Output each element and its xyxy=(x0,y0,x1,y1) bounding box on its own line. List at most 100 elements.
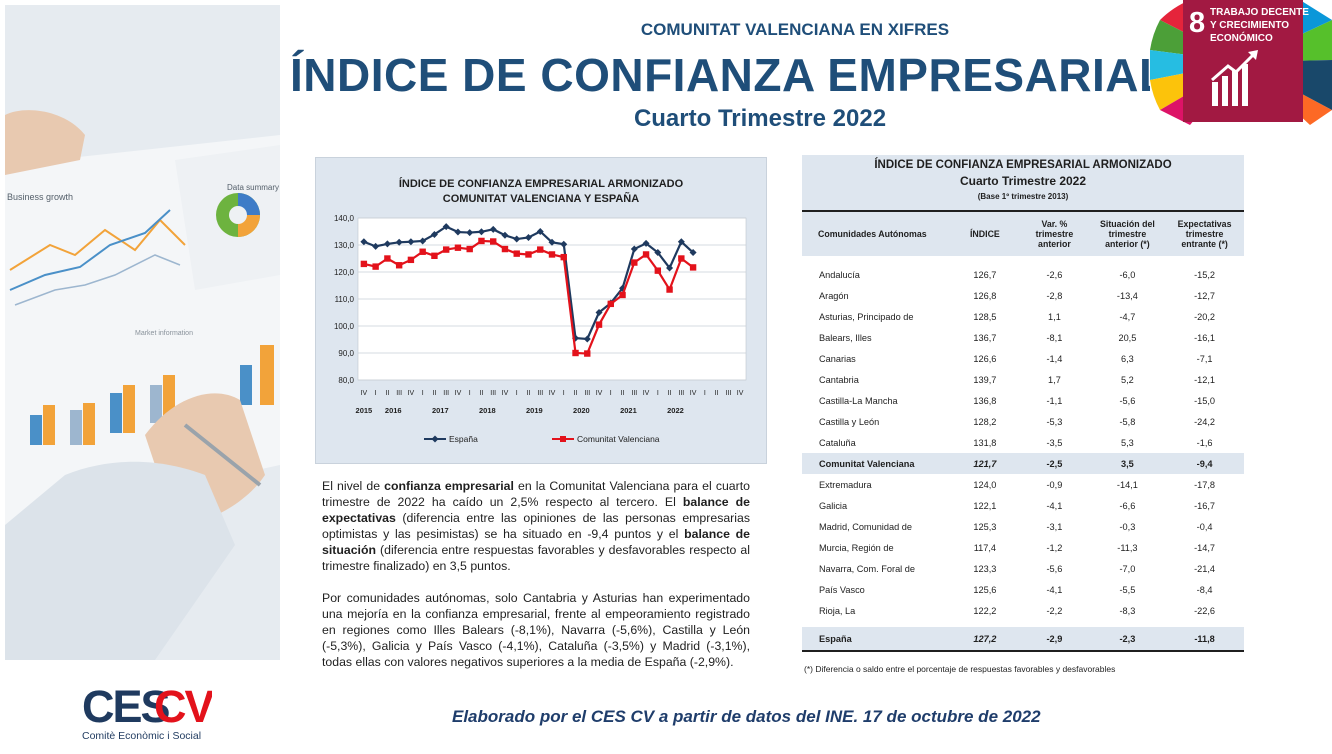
point-espana xyxy=(419,237,427,245)
expectations-cell: -8,4 xyxy=(1196,584,1213,595)
expectations-cell: -0,4 xyxy=(1196,521,1213,532)
x-tick-label: II xyxy=(527,390,531,397)
region-cell: Extremadura xyxy=(819,479,872,490)
x-tick-label: II xyxy=(715,390,719,397)
situation-cell: 20,5 xyxy=(1118,332,1137,343)
point-cv xyxy=(513,250,520,257)
x-tick-label: I xyxy=(422,390,424,397)
year-label: 2015 xyxy=(356,406,373,415)
x-tick-label: II xyxy=(574,390,578,397)
chart-subtitle: COMUNITAT VALENCIANA Y ESPAÑA xyxy=(442,193,640,205)
var-cell: -2,6 xyxy=(1046,269,1063,280)
x-tick-label: I xyxy=(516,390,518,397)
legend-label: Comunitat Valenciana xyxy=(577,434,660,444)
logo-text-cv: CV xyxy=(154,681,212,732)
hero-photo: Business growth Data summary Market info… xyxy=(5,5,280,660)
point-cv xyxy=(384,255,391,262)
var-cell: -1,4 xyxy=(1046,353,1063,364)
point-cv xyxy=(584,350,591,357)
x-tick-label: III xyxy=(725,390,731,397)
situation-cell: -14,1 xyxy=(1116,479,1138,490)
point-cv xyxy=(619,291,626,299)
table-row: Castilla y León 128,2 -5,3 -5,8 -24,2 xyxy=(802,411,1244,432)
x-tick-label: IV xyxy=(549,390,556,397)
point-espana xyxy=(360,238,368,246)
region-cell: Balears, Illes xyxy=(819,332,872,343)
table-footnote: (*) Diferencia o saldo entre el porcenta… xyxy=(804,664,1116,674)
table-row: Balears, Illes 136,7 -8,1 20,5 -16,1 xyxy=(802,327,1244,348)
x-tick-label: III xyxy=(443,390,449,397)
index-cell: 123,3 xyxy=(973,563,997,574)
var-cell: -4,1 xyxy=(1046,500,1063,511)
index-cell: 125,3 xyxy=(973,521,997,532)
index-cell: 131,8 xyxy=(973,437,997,448)
y-tick-label: 90,0 xyxy=(338,349,354,358)
expectations-cell: -7,1 xyxy=(1196,353,1213,364)
table-row: Madrid, Comunidad de 125,3 -3,1 -0,3 -0,4 xyxy=(802,516,1244,537)
table-row: Murcia, Región de 117,4 -1,2 -11,3 -14,7 xyxy=(802,537,1244,558)
var-cell: -1,2 xyxy=(1046,542,1063,553)
sdg-line-3: ECONÓMICO xyxy=(1210,31,1273,44)
point-espana xyxy=(666,264,674,272)
sdg-number: 8 xyxy=(1189,7,1205,39)
point-espana xyxy=(383,240,391,248)
point-espana xyxy=(560,240,568,248)
x-tick-label: II xyxy=(432,390,436,397)
table-row: Comunitat Valenciana 121,7 -2,5 3,5 -9,4 xyxy=(802,453,1244,474)
situation-cell: -0,3 xyxy=(1119,521,1136,532)
region-cell: Navarra, Com. Foral de xyxy=(819,563,915,574)
point-cv xyxy=(454,244,462,251)
footer-credit: Elaborado por el CES CV a partir de dato… xyxy=(452,707,1041,726)
point-cv xyxy=(478,237,485,245)
table-subtitle: Cuarto Trimestre 2022 xyxy=(959,174,1087,188)
x-tick-label: III xyxy=(584,390,590,397)
expectations-cell: -12,7 xyxy=(1194,290,1216,301)
y-tick-label: 110,0 xyxy=(335,295,355,304)
var-cell: -0,9 xyxy=(1046,479,1063,490)
point-cv xyxy=(595,321,603,328)
x-tick-label: III xyxy=(678,390,684,397)
expectations-cell: -15,2 xyxy=(1194,269,1216,280)
expectations-cell: -15,0 xyxy=(1194,395,1216,406)
y-tick-label: 120,0 xyxy=(334,268,355,277)
point-cv xyxy=(407,256,415,264)
situation-cell: -6,0 xyxy=(1119,269,1136,280)
point-espana xyxy=(583,335,591,343)
region-cell: Galicia xyxy=(819,500,848,511)
x-tick-label: I xyxy=(563,390,565,397)
region-cell: Murcia, Región de xyxy=(819,542,894,553)
point-cv xyxy=(360,260,368,268)
legend-marker xyxy=(431,435,439,443)
table-row: Andalucía 126,7 -2,6 -6,0 -15,2 xyxy=(802,264,1244,285)
x-tick-label: IV xyxy=(455,390,462,397)
year-label: 2016 xyxy=(385,406,402,415)
x-tick-label: I xyxy=(704,390,706,397)
point-espana xyxy=(477,228,485,236)
situation-cell: -5,8 xyxy=(1119,416,1136,427)
point-cv xyxy=(654,267,662,274)
point-espana xyxy=(513,235,521,243)
total-var-cell: -2,9 xyxy=(1019,627,1090,652)
region-cell: Andalucía xyxy=(819,269,860,280)
x-tick-label: I xyxy=(610,390,612,397)
situation-cell: -6,6 xyxy=(1119,500,1136,511)
point-cv xyxy=(525,251,532,258)
point-cv xyxy=(560,253,567,261)
data-table: Comunidades Autónomas ÍNDICE Var. % trim… xyxy=(802,210,1244,652)
year-label: 2021 xyxy=(620,406,637,415)
expectations-cell: -22,6 xyxy=(1194,605,1216,616)
y-tick-label: 130,0 xyxy=(334,241,355,250)
growth-chart-icon xyxy=(1211,50,1258,106)
x-tick-label: IV xyxy=(502,390,509,397)
index-cell: 121,7 xyxy=(950,453,1020,474)
table-row: Aragón 126,8 -2,8 -13,4 -12,7 xyxy=(802,285,1244,306)
point-espana xyxy=(442,223,450,231)
year-label: 2017 xyxy=(432,406,449,415)
index-cell: 128,2 xyxy=(973,416,997,427)
x-tick-label: I xyxy=(657,390,659,397)
point-espana xyxy=(501,231,509,239)
situation-cell: 5,2 xyxy=(1121,374,1134,385)
index-cell: 136,8 xyxy=(973,395,997,406)
x-tick-label: I xyxy=(375,390,377,397)
expectations-cell: -21,4 xyxy=(1194,563,1216,574)
